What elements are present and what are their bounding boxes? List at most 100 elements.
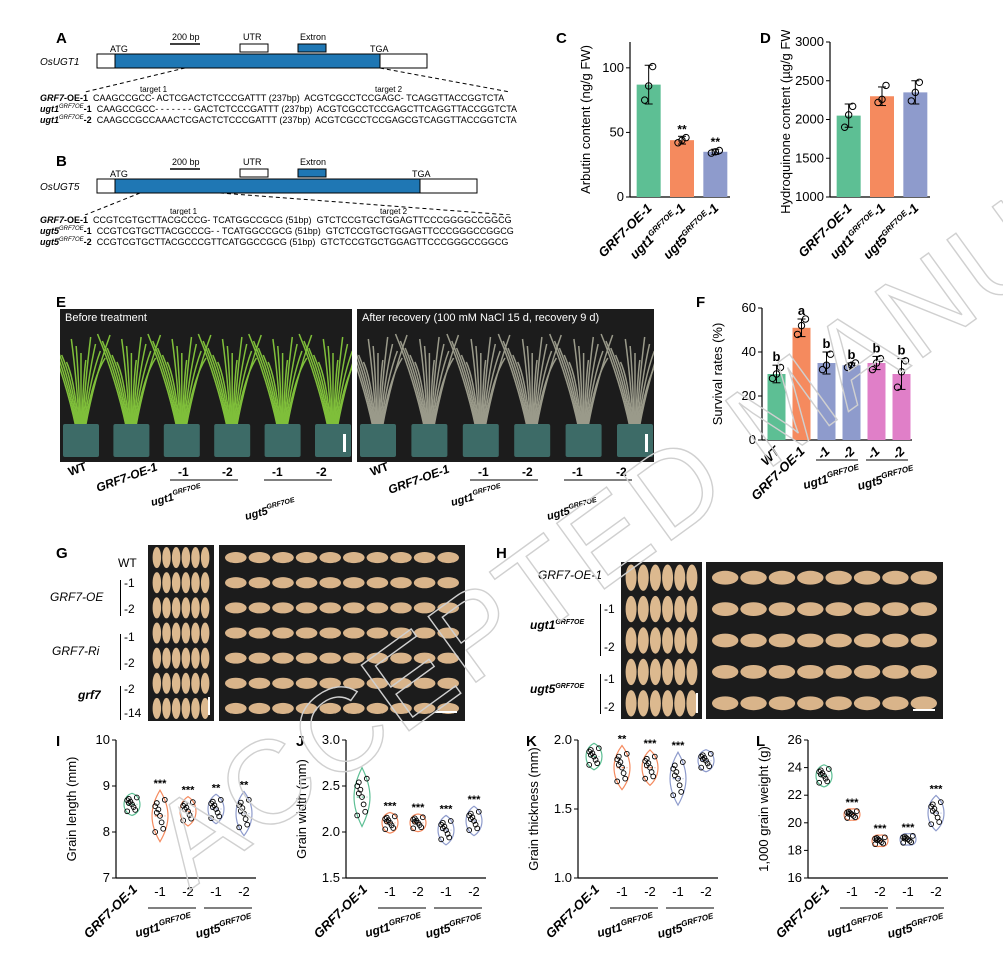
grain xyxy=(191,572,200,594)
leaf xyxy=(534,350,553,428)
y-axis-label: 1,000 grain weight (g) xyxy=(756,746,771,872)
leaf xyxy=(379,343,394,428)
grain xyxy=(740,664,767,679)
grain xyxy=(152,597,162,619)
data-point xyxy=(768,374,777,383)
group-label: ugt5GRF7OE xyxy=(424,911,485,941)
seq-rows-a: GRF7-OE-1 CAAGCCGCC- ACTCGACTCTCCCGATTT … xyxy=(40,93,560,126)
row-label-wt: WT xyxy=(118,556,137,570)
data-point xyxy=(909,833,916,839)
grain xyxy=(437,552,459,564)
leaf xyxy=(60,354,79,428)
significance-label: *** xyxy=(672,740,686,752)
bar xyxy=(703,151,728,197)
x-tick-label: -2 xyxy=(644,884,656,899)
row-num: -2 xyxy=(124,656,135,670)
data-point xyxy=(905,836,911,843)
data-point xyxy=(644,82,653,90)
leaf xyxy=(357,354,376,428)
row-label-ugt1: ugt1GRF7OE xyxy=(530,618,585,632)
data-point xyxy=(623,750,630,757)
data-point xyxy=(801,315,810,323)
data-point xyxy=(880,840,887,847)
grain xyxy=(162,622,171,644)
grain xyxy=(853,602,881,617)
y-axis-label: Grain length (mm) xyxy=(64,757,79,862)
leaf xyxy=(362,361,377,428)
leaf xyxy=(75,345,82,428)
grain xyxy=(225,577,247,589)
grain xyxy=(413,552,436,564)
grain xyxy=(437,602,459,614)
data-point xyxy=(411,818,418,825)
row-num: -2 xyxy=(604,700,615,714)
x-tick-label: -2 xyxy=(700,884,712,899)
data-point xyxy=(840,123,849,131)
leaf xyxy=(207,347,230,428)
bar xyxy=(792,327,811,440)
leaf xyxy=(308,347,331,428)
pot xyxy=(163,424,200,457)
leaf xyxy=(60,366,77,428)
grain xyxy=(366,627,389,639)
data-point xyxy=(586,748,593,755)
y-tick-label: 8 xyxy=(103,824,110,839)
group-label: ugt5GRF7OE xyxy=(656,911,717,941)
significance-label: b xyxy=(773,349,781,364)
grain xyxy=(390,627,412,639)
pot xyxy=(411,424,448,457)
data-point xyxy=(844,111,853,119)
leaf xyxy=(585,350,604,428)
leaf xyxy=(475,345,481,428)
x-tick-label: -2 xyxy=(468,884,480,899)
grain xyxy=(825,664,852,679)
photo-caption: After recovery (100 mM NaCl 15 d, recove… xyxy=(362,312,600,324)
grain xyxy=(181,622,191,644)
data-point xyxy=(124,797,131,804)
grain xyxy=(797,633,824,648)
leaf xyxy=(298,333,329,428)
data-point xyxy=(217,796,224,803)
grain xyxy=(191,697,200,719)
data-point xyxy=(359,794,365,800)
grain xyxy=(625,658,637,686)
data-point xyxy=(852,814,859,821)
leaf xyxy=(535,357,558,428)
grain xyxy=(171,672,181,694)
grain xyxy=(295,702,318,714)
data-point xyxy=(209,804,216,811)
leaf xyxy=(161,354,180,428)
grain xyxy=(437,677,459,689)
data-point xyxy=(701,755,708,761)
label-ugt5: ugt5GRF7OE xyxy=(243,497,297,523)
data-point xyxy=(817,771,824,778)
data-point xyxy=(897,368,906,376)
grain xyxy=(225,602,247,614)
leaf xyxy=(248,333,279,428)
data-point xyxy=(699,752,706,759)
grain xyxy=(225,627,247,639)
grain xyxy=(390,702,412,714)
grain xyxy=(295,677,318,689)
leaf xyxy=(532,336,543,428)
leaf xyxy=(378,336,389,428)
leaf xyxy=(232,359,238,428)
leaf xyxy=(637,366,654,428)
pot xyxy=(113,424,150,457)
data-point xyxy=(357,786,364,793)
y-tick-label: 1.0 xyxy=(554,870,572,885)
y-axis-label: Survival rates (%) xyxy=(710,323,725,426)
grain xyxy=(295,552,318,564)
grain xyxy=(882,570,909,585)
data-point xyxy=(467,810,474,817)
grain xyxy=(637,595,649,623)
y-tick-label: 20 xyxy=(742,388,756,403)
y-tick-label: 22 xyxy=(788,787,802,802)
data-point xyxy=(901,357,910,365)
significance-label: ** xyxy=(711,135,721,149)
grain xyxy=(825,570,852,585)
y-tick-label: 20 xyxy=(788,815,802,830)
data-point xyxy=(592,757,599,763)
leaf xyxy=(217,361,231,428)
